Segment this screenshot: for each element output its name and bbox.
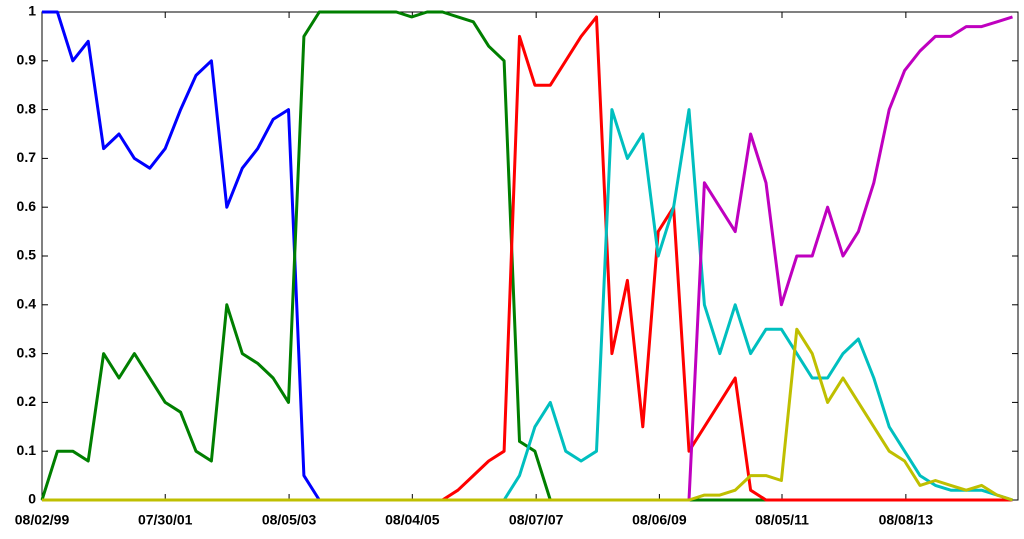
x-tick-label: 08/05/11 [755,512,809,528]
y-tick-label: 0.3 [17,344,37,360]
y-tick-label: 0.6 [17,198,37,214]
x-tick-label: 08/08/13 [879,512,934,528]
y-tick-label: 0.7 [17,149,37,165]
y-tick-label: 0.4 [17,296,37,312]
series-line [42,327,1013,502]
x-tick-label: 08/05/03 [262,512,317,528]
y-tick-label: 1 [28,3,36,19]
plot-frame [41,11,1019,501]
y-tick-label: 0.8 [17,100,37,116]
y-tick-label: 0.9 [17,52,37,68]
y-tick-label: 0.5 [17,247,37,263]
x-tick-label: 08/02/99 [15,512,70,528]
x-tick-label: 08/04/05 [385,512,440,528]
x-tick-label: 08/07/07 [509,512,564,528]
y-tick-label: 0.1 [17,442,37,458]
y-tick-label: 0.2 [17,393,37,409]
x-tick-label: 08/06/09 [632,512,687,528]
y-tick-label: 0 [28,491,36,507]
x-tick-label: 07/30/01 [138,512,193,528]
